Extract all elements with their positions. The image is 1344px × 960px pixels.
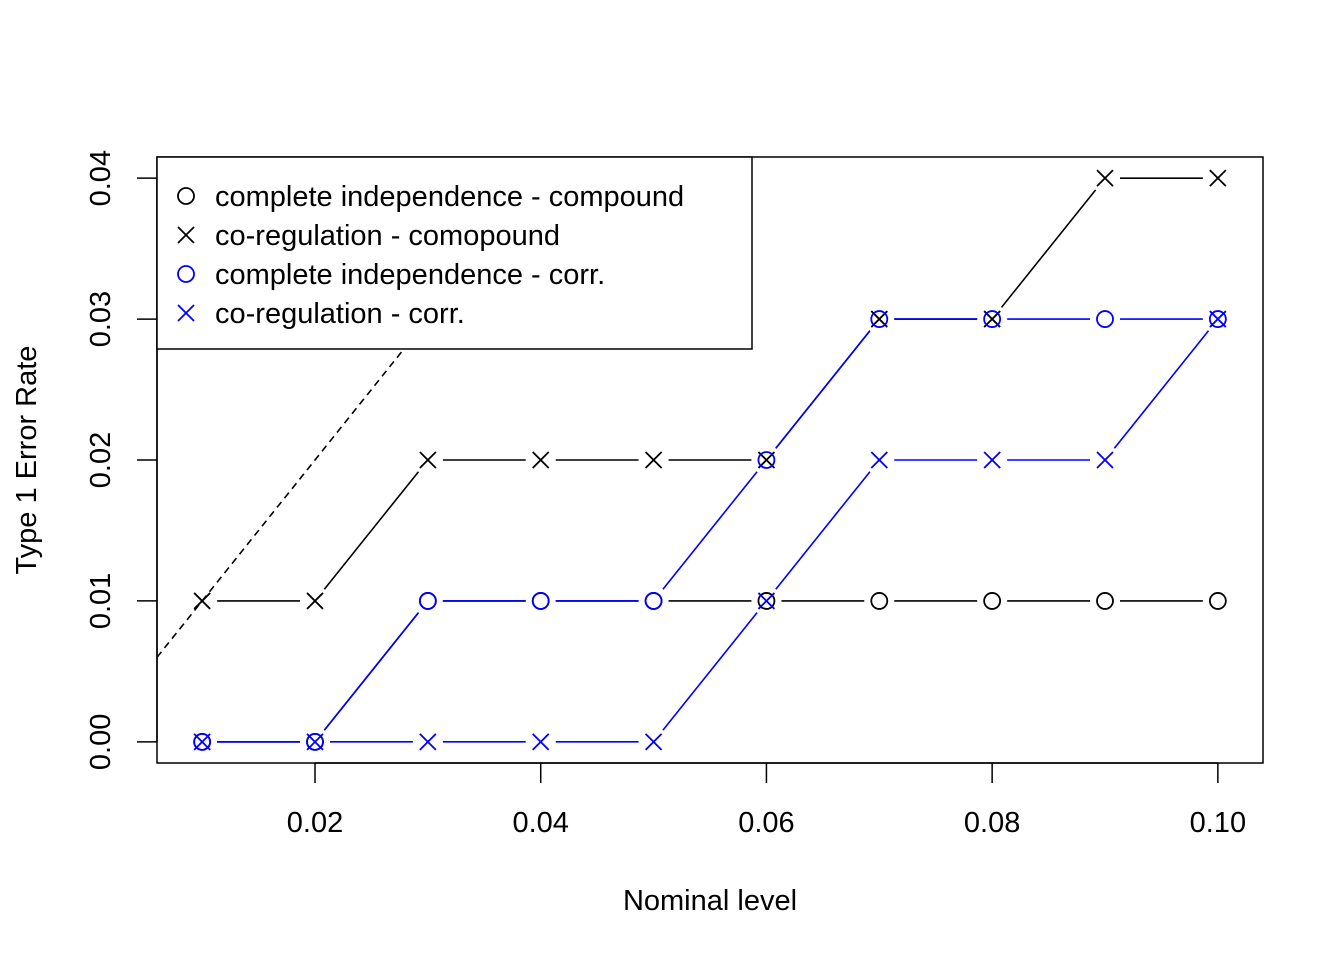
series-1-segment — [1000, 189, 1097, 308]
legend-label: co-regulation - corr. — [215, 298, 465, 330]
series-3-point-stroke-b — [757, 592, 776, 610]
legend-symbol-stroke-b — [177, 304, 195, 322]
series-1-point — [193, 592, 211, 610]
series-3-point — [193, 733, 211, 751]
series-1-point-stroke-b — [306, 592, 324, 610]
series-1-point-stroke-b — [532, 451, 550, 469]
series-2-point — [531, 592, 550, 610]
series-1-point-stroke-b — [193, 592, 211, 610]
series-1-point — [532, 451, 550, 469]
series-1-point-stroke-b — [419, 451, 437, 469]
y-axis-label: Type 1 Error Rate — [11, 346, 43, 575]
plot-layer — [157, 157, 1227, 751]
series-3-point — [532, 733, 550, 751]
series-2-point — [1096, 310, 1114, 328]
series-2-point — [644, 592, 663, 610]
series-1-point — [1209, 169, 1227, 187]
series-3-point-stroke-b — [1096, 451, 1114, 469]
series-1-point — [1096, 169, 1114, 187]
series-0-point — [983, 592, 1002, 610]
series-3-segment — [775, 471, 871, 590]
series-3-point-stroke-b — [419, 733, 437, 751]
series-2-segment — [662, 471, 758, 590]
x-tick-label: 0.10 — [1190, 807, 1246, 839]
series-3-point — [983, 451, 1001, 469]
legend-label: complete independence - compound — [215, 181, 684, 213]
series-1-point-stroke-b — [1209, 169, 1227, 187]
series-1-point — [419, 451, 437, 469]
series-1-point-stroke-b — [1096, 169, 1114, 187]
series-1-segment — [323, 471, 420, 590]
x-tick-label: 0.02 — [287, 807, 343, 839]
series-2-point — [757, 451, 776, 469]
legend-label: co-regulation - comopound — [215, 220, 560, 252]
series-2-point — [306, 732, 324, 751]
series-2-point — [1208, 310, 1227, 328]
series-2-point — [983, 310, 1002, 328]
series-3-point-stroke-b — [193, 733, 211, 751]
series-3-segment — [1113, 330, 1210, 449]
series-3 — [193, 310, 1227, 751]
series-2-point — [193, 732, 212, 751]
series-2-segment — [775, 330, 871, 449]
series-0-point — [870, 592, 889, 610]
series-3-point — [1209, 310, 1227, 328]
series-1-point — [644, 451, 663, 469]
legend-symbol — [177, 265, 195, 283]
series-2-point — [418, 592, 437, 610]
series-3-point-stroke-b — [532, 733, 550, 751]
series-3-point-stroke-b — [870, 451, 888, 469]
series-0-point — [757, 592, 776, 610]
series-3-point-stroke-b — [1209, 310, 1227, 328]
y-tick-label: 0.03 — [85, 291, 117, 347]
legend: complete independence - compound co-regul… — [156, 156, 753, 350]
legend-symbol-stroke-b — [177, 226, 195, 244]
series-1-point — [306, 592, 324, 610]
y-tick-label: 0.02 — [85, 432, 117, 488]
series-1-point-stroke-b — [644, 451, 663, 469]
series-3-point-stroke-b — [983, 451, 1001, 469]
series-3-point — [757, 592, 776, 610]
series-2 — [193, 310, 1227, 751]
legend-box — [156, 156, 753, 350]
legend-symbol — [177, 187, 195, 205]
series-3-point — [419, 733, 437, 751]
x-tick-label: 0.08 — [964, 807, 1020, 839]
series-2-point — [870, 310, 889, 328]
series-3-point — [306, 733, 324, 751]
series-3-point-stroke-b — [644, 733, 663, 751]
x-tick-label: 0.04 — [512, 807, 568, 839]
series-3-point — [1096, 451, 1114, 469]
x-tick-label: 0.06 — [738, 807, 794, 839]
series-3-point-stroke-b — [306, 733, 324, 751]
series-0-point — [1208, 592, 1227, 610]
series-2-segment — [323, 612, 420, 731]
series-3-segment — [662, 612, 758, 731]
x-axis-label: Nominal level — [623, 885, 797, 917]
reference-line — [157, 157, 559, 658]
series-3-point — [870, 451, 888, 469]
y-tick-label: 0.04 — [85, 150, 117, 206]
legend-label: complete independence - corr. — [215, 259, 605, 291]
series-3-point — [644, 733, 663, 751]
legend-symbol — [177, 226, 195, 244]
y-tick-label: 0.00 — [85, 714, 117, 770]
legend-symbol — [177, 304, 195, 322]
series-0-point — [1096, 592, 1114, 610]
y-tick-label: 0.01 — [85, 573, 117, 629]
